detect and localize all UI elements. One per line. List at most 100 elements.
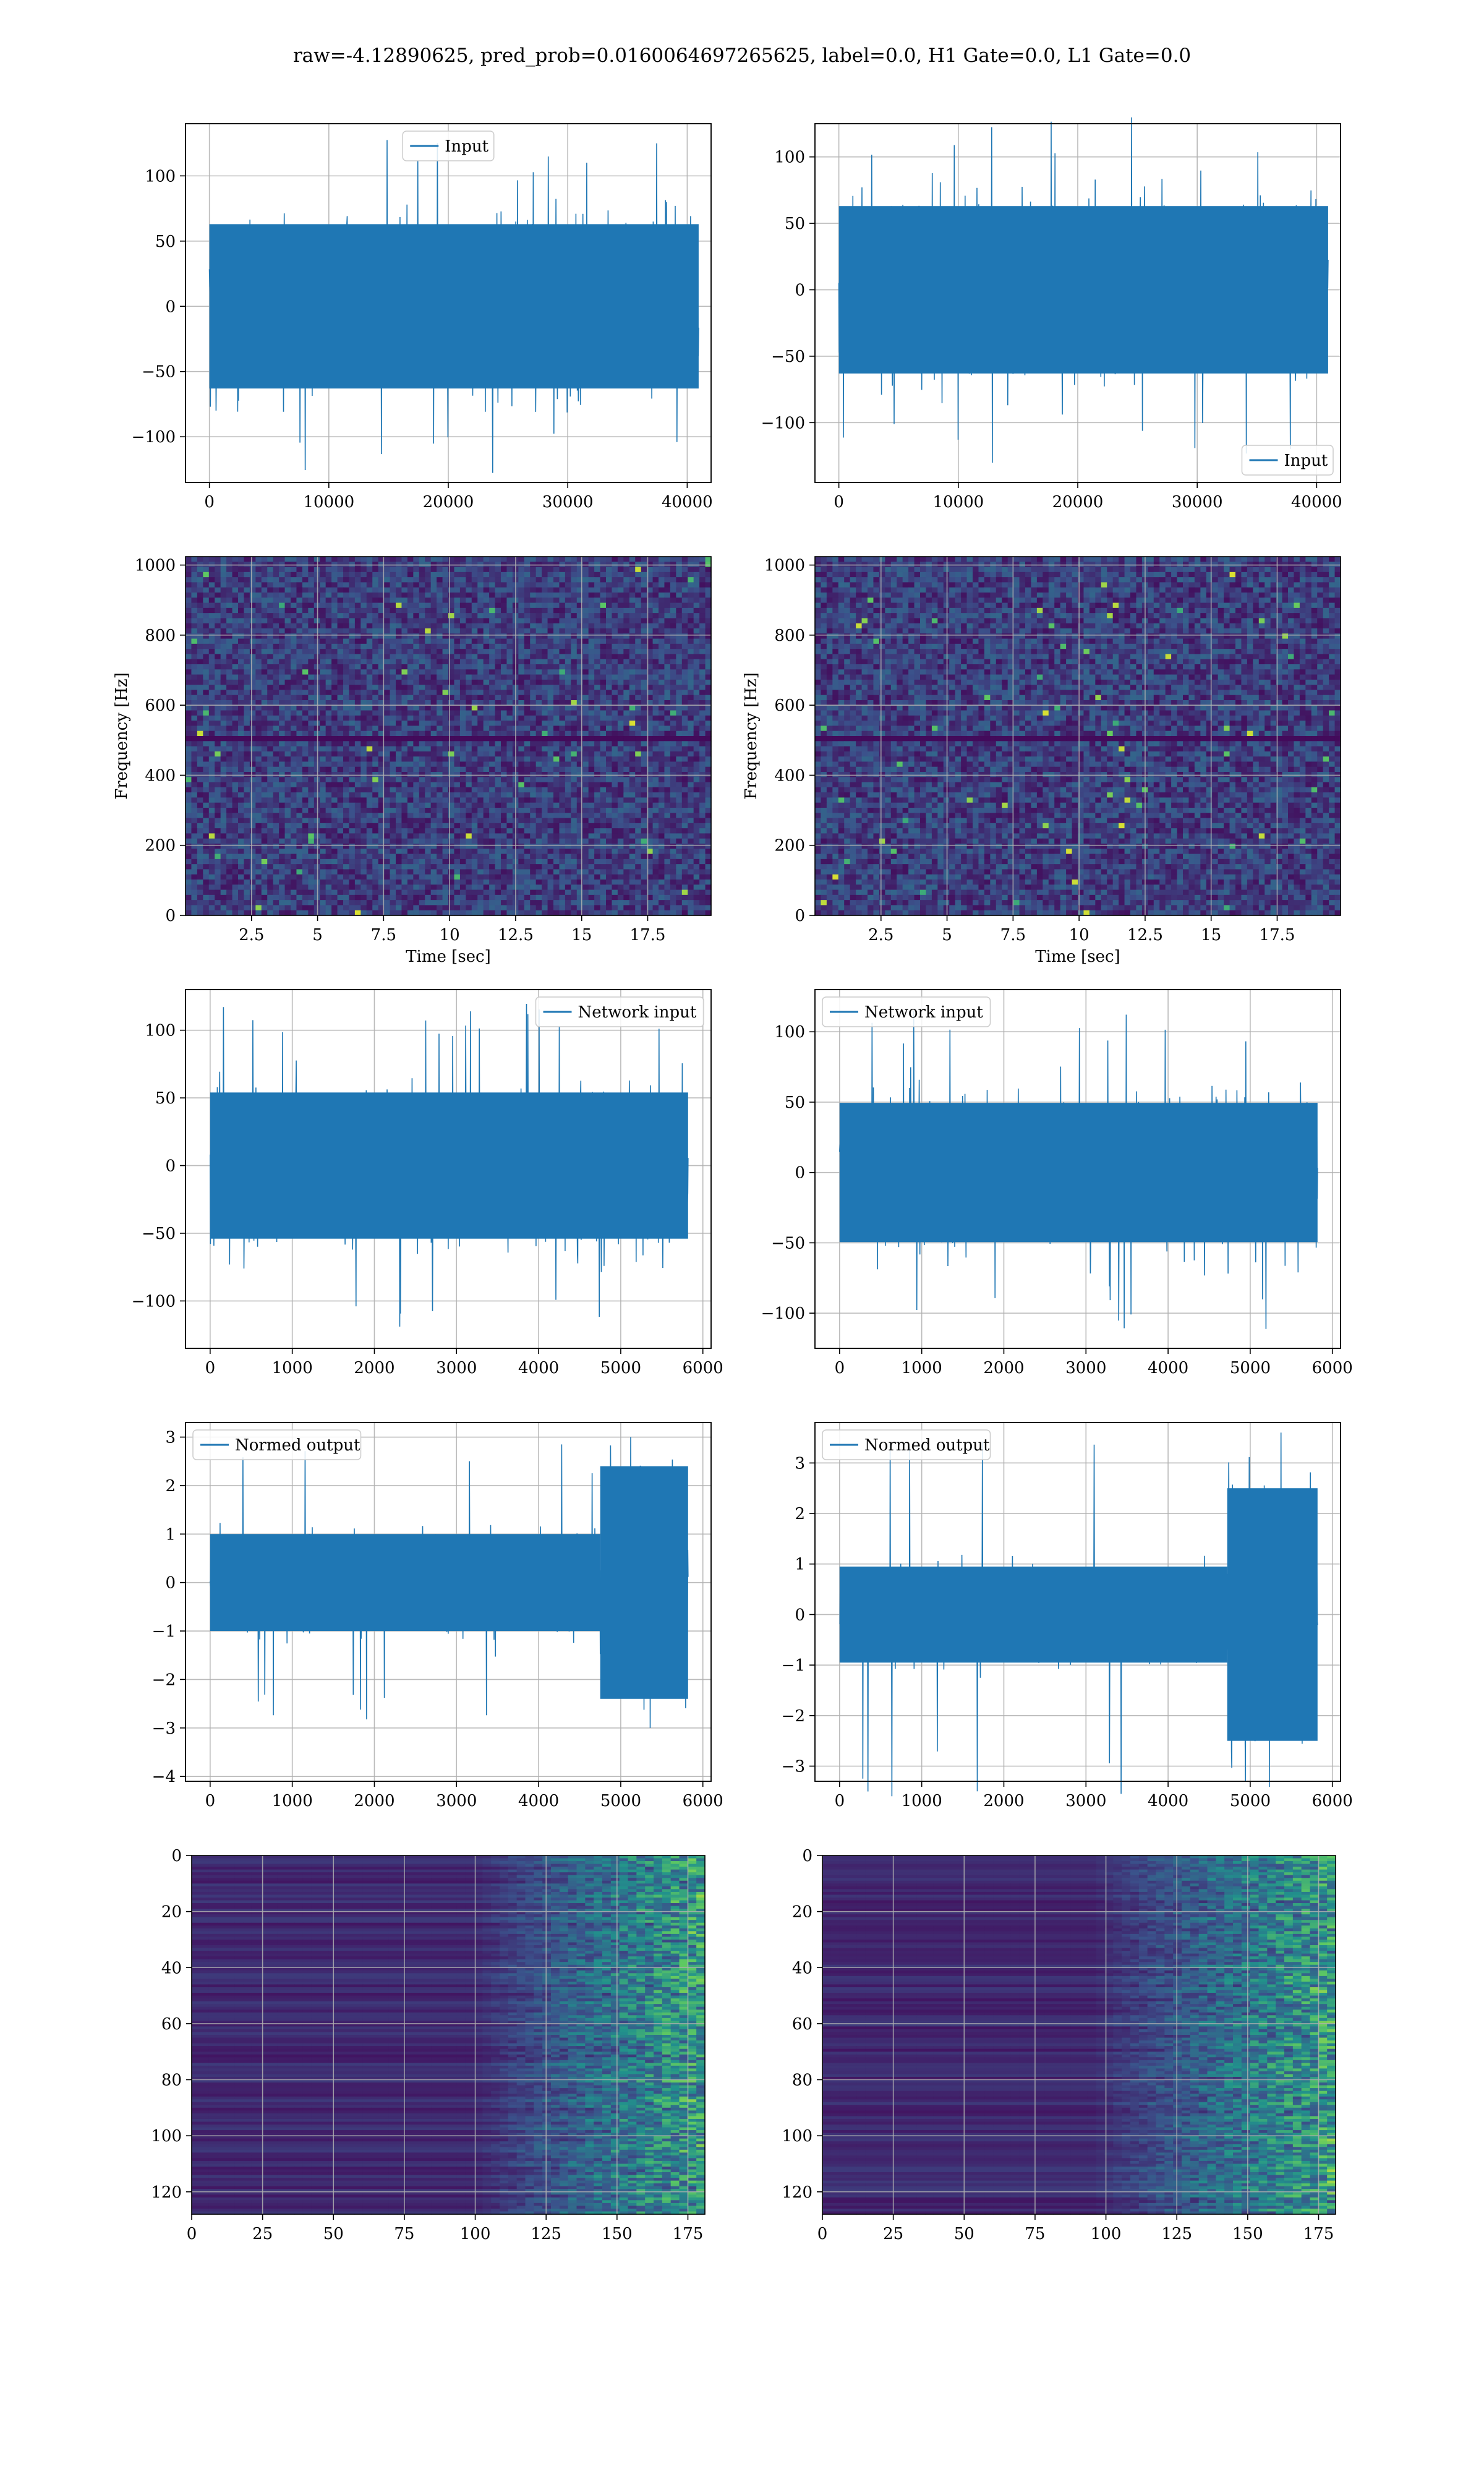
heatmap-cell [273, 721, 279, 726]
heatmap-cell [250, 828, 256, 834]
heatmap-cell [291, 557, 297, 562]
heatmap-cell [226, 808, 232, 813]
heatmap-cell [308, 690, 314, 695]
heatmap-cell [618, 777, 624, 782]
heatmap-cell [285, 633, 291, 639]
heatmap-cell [518, 644, 524, 649]
heatmap-cell [413, 705, 419, 711]
heatmap-cell [565, 747, 571, 752]
heatmap-cell [641, 787, 647, 793]
heatmap-cell [209, 639, 215, 644]
heatmap-cell [670, 593, 676, 598]
heatmap-cell [466, 562, 472, 567]
heatmap-cell [437, 751, 443, 757]
heatmap-cell [232, 593, 239, 598]
heatmap-cell [472, 787, 478, 793]
heatmap-cell [390, 690, 396, 695]
heatmap-cell [495, 603, 501, 609]
heatmap-cell [197, 705, 203, 711]
heatmap-cell [384, 797, 390, 803]
heatmap-cell [244, 695, 250, 701]
heatmap-cell [390, 761, 396, 767]
heatmap-cell [331, 828, 338, 834]
heatmap-cell [338, 711, 344, 716]
heatmap-cell [244, 772, 250, 777]
heatmap-cell [472, 628, 478, 634]
heatmap-cell [285, 623, 291, 629]
heatmap-cell [267, 659, 273, 665]
heatmap-cell [390, 695, 396, 701]
heatmap-cell [273, 813, 279, 818]
heatmap-cell [495, 731, 501, 737]
heatmap-cell [291, 772, 297, 777]
heatmap-cell [431, 603, 437, 609]
heatmap-cell [343, 639, 349, 644]
heatmap-cell [338, 747, 344, 752]
heatmap-cell [530, 644, 536, 649]
heatmap-cell [477, 567, 484, 573]
heatmap-cell [279, 736, 285, 742]
heatmap-cell [670, 623, 676, 629]
heatmap-cell [659, 582, 665, 588]
heatmap-cell [349, 705, 355, 711]
heatmap-cell [653, 618, 659, 623]
heatmap-cell [431, 721, 437, 726]
heatmap-cell [484, 803, 490, 808]
heatmap-cell [518, 562, 524, 567]
heatmap-cell [302, 721, 309, 726]
heatmap-cell [255, 649, 262, 654]
heatmap-cell [676, 787, 682, 793]
heatmap-cell [699, 577, 706, 583]
heatmap-cell [530, 659, 536, 665]
heatmap-cell [349, 562, 355, 567]
heatmap-cell [413, 772, 419, 777]
heatmap-cell [279, 659, 285, 665]
heatmap-cell [682, 828, 688, 834]
heatmap-cell [197, 818, 203, 824]
heatmap-cell [203, 567, 209, 573]
heatmap-cell [244, 680, 250, 685]
heatmap-cell [338, 633, 344, 639]
heatmap-cell [472, 603, 478, 609]
heatmap-cell [623, 588, 629, 593]
heatmap-cell [706, 593, 712, 598]
heatmap-cell [489, 787, 495, 793]
heatmap-cell [285, 628, 291, 634]
heatmap-cell [629, 649, 636, 654]
heatmap-cell [401, 711, 407, 716]
heatmap-cell [384, 567, 390, 573]
heatmap-cell [349, 767, 355, 773]
heatmap-cell [407, 797, 414, 803]
heatmap-cell [536, 680, 542, 685]
heatmap-cell [664, 659, 670, 665]
heatmap-cell [431, 597, 437, 603]
heatmap-cell [191, 659, 197, 665]
heatmap-cell [536, 639, 542, 644]
heatmap-cell [618, 628, 624, 634]
heatmap-cell [536, 751, 542, 757]
legend-label: Input [1284, 452, 1328, 470]
heatmap-cell [524, 675, 531, 680]
heatmap-cell [209, 716, 215, 721]
heatmap-cell [536, 797, 542, 803]
heatmap-cell [209, 567, 215, 573]
heatmap-cell [419, 690, 425, 695]
heatmap-cell [255, 721, 262, 726]
heatmap-cell [425, 577, 431, 583]
heatmap-cell [618, 787, 624, 793]
heatmap-cell [653, 808, 659, 813]
heatmap-cell [232, 675, 239, 680]
heatmap-cell [308, 741, 314, 747]
heatmap-cell [524, 557, 531, 562]
heatmap-cell [659, 777, 665, 782]
heatmap-cell [635, 628, 641, 634]
heatmap-cell [396, 731, 402, 737]
heatmap-cell [419, 731, 425, 737]
heatmap-cell [565, 726, 571, 731]
heatmap-cell [343, 557, 349, 562]
heatmap-cell [501, 761, 507, 767]
heatmap-cell [419, 644, 425, 649]
heatmap-cell [530, 608, 536, 614]
heatmap-cell [694, 608, 700, 614]
heatmap-cell [186, 588, 192, 593]
